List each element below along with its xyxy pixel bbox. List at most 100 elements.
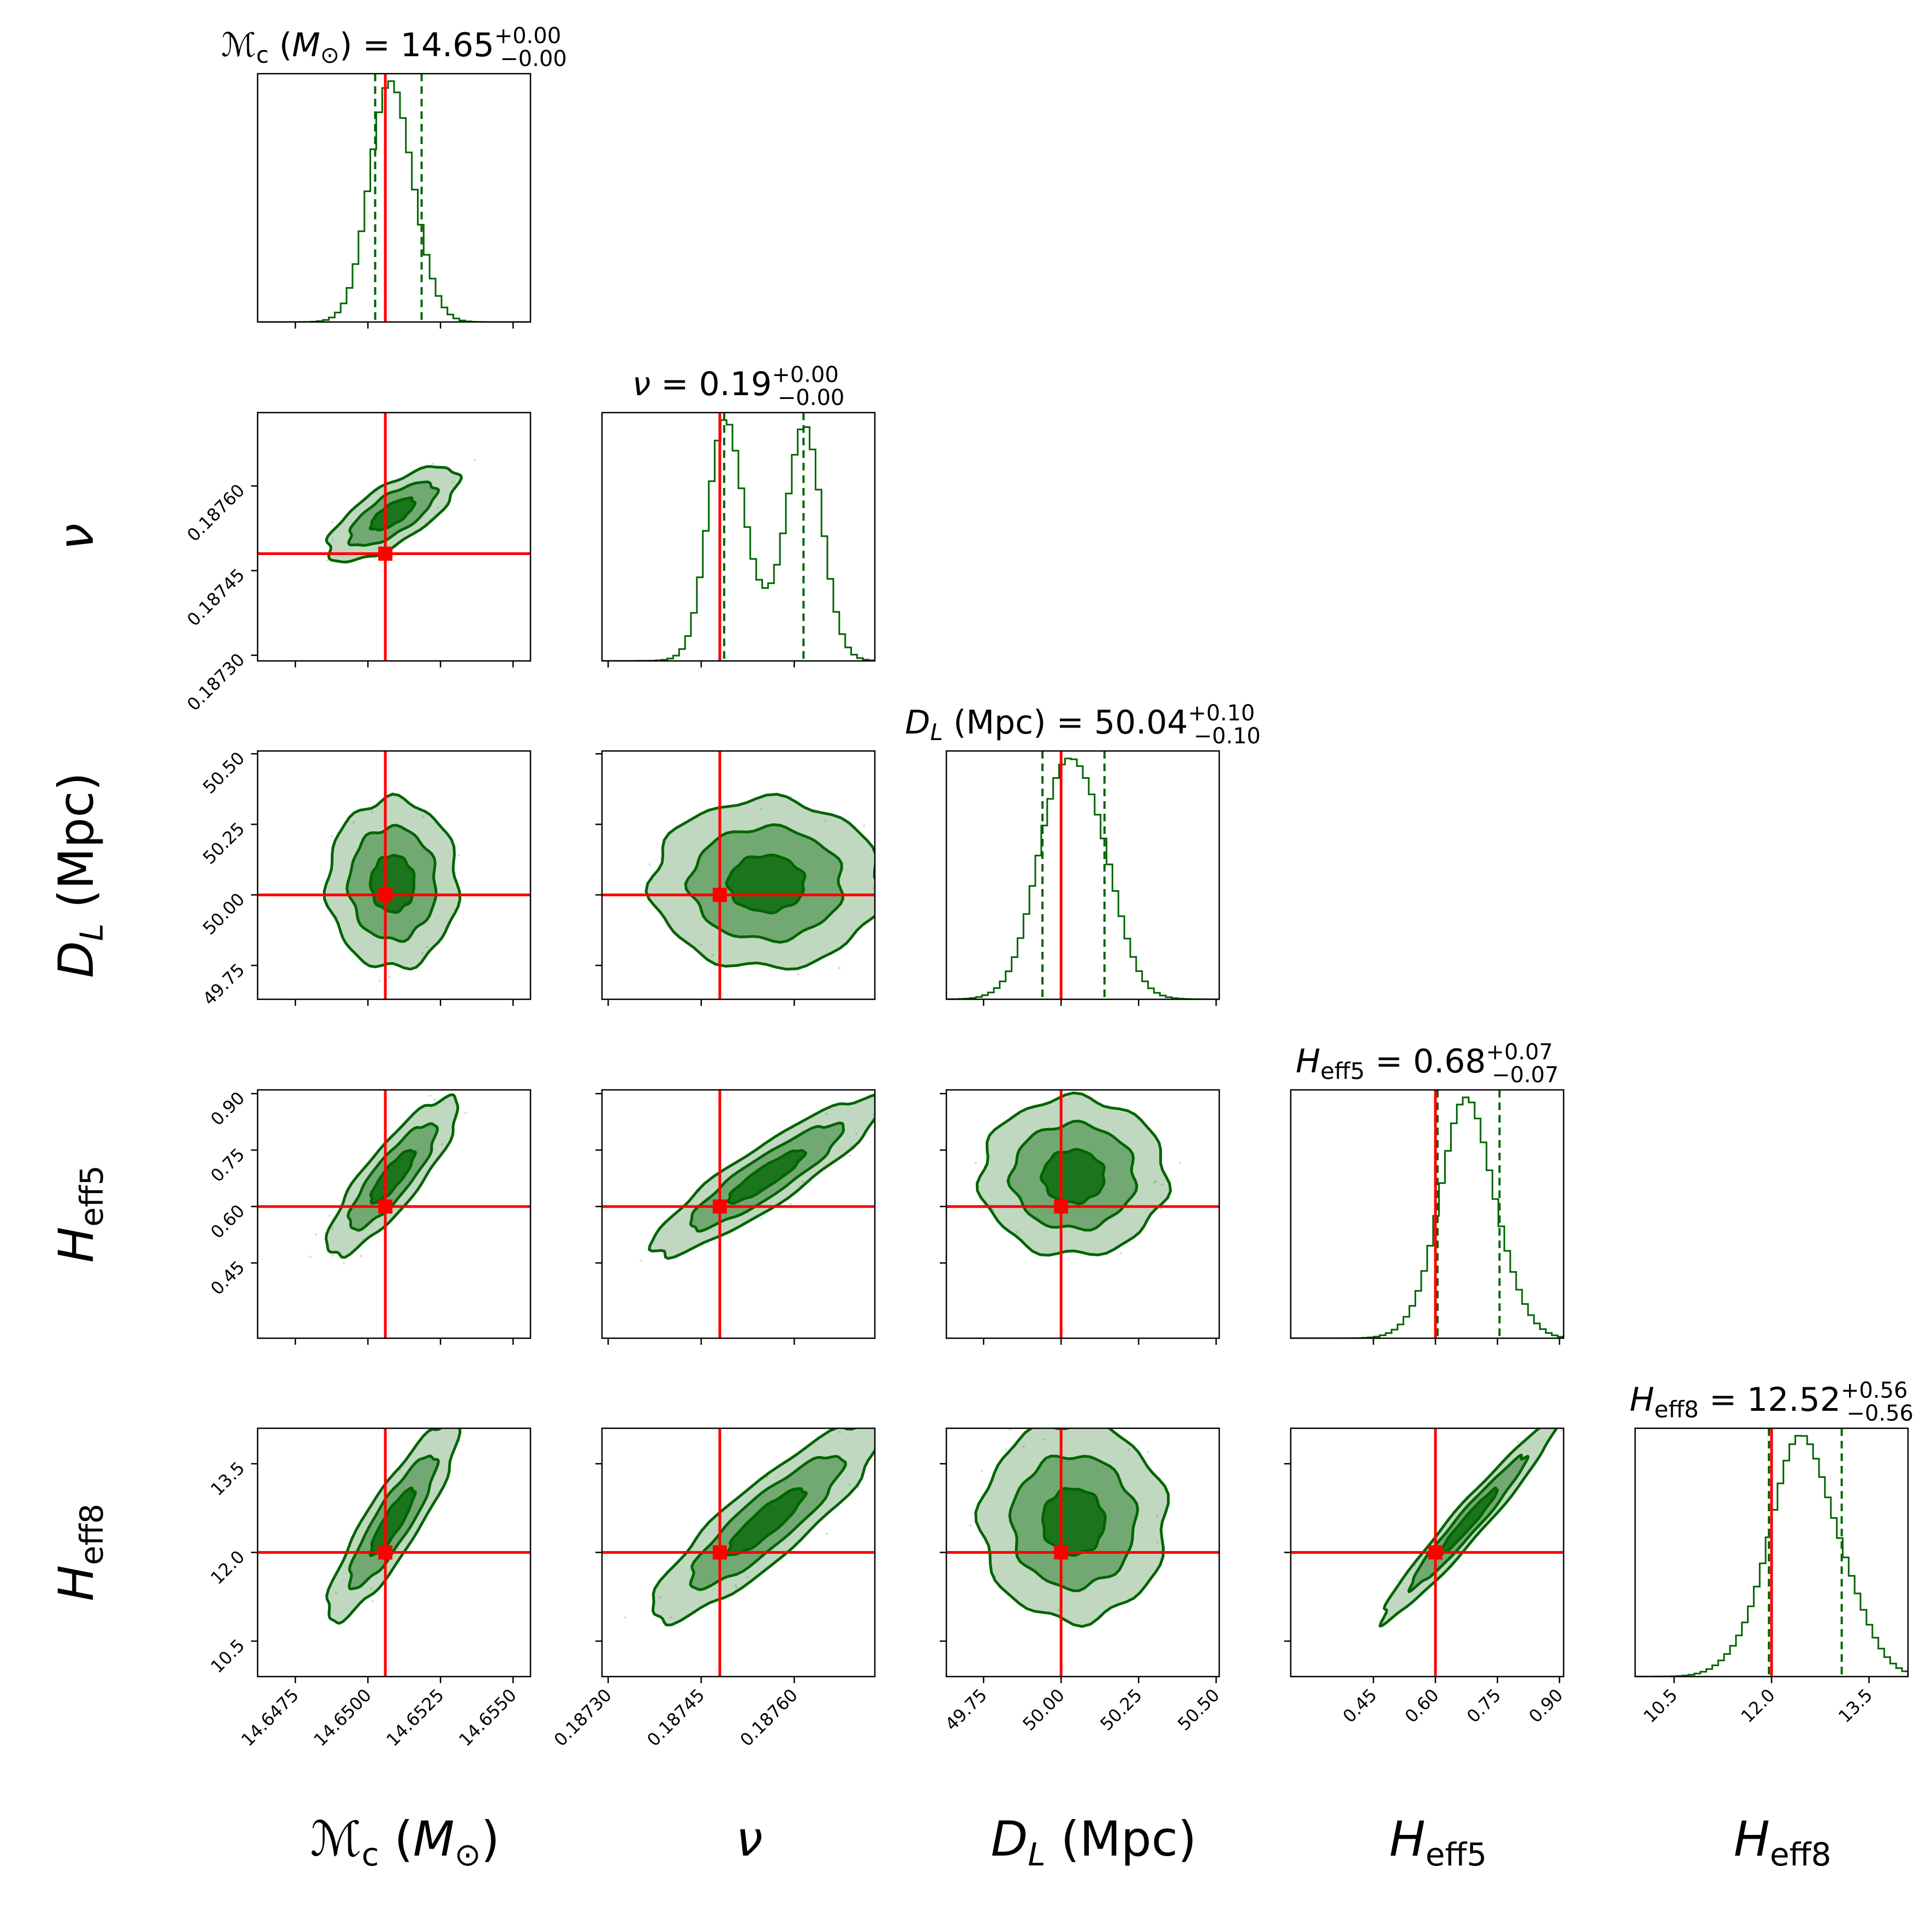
sample-point	[855, 1132, 858, 1135]
sample-point	[700, 943, 702, 946]
x-axis-label-heff5: Heff5	[1390, 1811, 1487, 1873]
sample-point	[670, 1616, 672, 1619]
sample-point	[760, 1217, 763, 1220]
truth-marker	[378, 546, 393, 561]
sample-point	[371, 1600, 374, 1602]
title-dl: DL (Mpc) = 50.04+0.10 −0.10	[905, 701, 1261, 749]
sample-point	[1178, 1162, 1182, 1165]
sample-point	[1153, 1181, 1156, 1184]
x-tick-label: 14.6475	[237, 1685, 302, 1750]
sample-point	[1127, 1448, 1130, 1451]
x-axis-label-dl: DL (Mpc)	[991, 1811, 1197, 1873]
title-mc: ℳc (M⊙) = 14.65+0.00 −0.00	[221, 23, 567, 71]
truth-marker	[1054, 1545, 1069, 1560]
sample-point	[332, 539, 335, 541]
y-tick-label: 0.90	[206, 1088, 248, 1130]
sample-point	[1043, 1438, 1046, 1441]
x-tick-label: 0.45	[1339, 1685, 1381, 1727]
sample-point	[624, 1616, 627, 1619]
panel-frame	[601, 1089, 876, 1339]
panel-frame	[1290, 1089, 1565, 1339]
sample-point	[1155, 1514, 1158, 1517]
truth-marker	[712, 887, 727, 902]
sample-point	[331, 521, 334, 524]
sample-point	[1560, 1429, 1563, 1432]
panel-frame	[601, 750, 876, 1000]
sample-point	[824, 819, 827, 822]
sample-point	[1119, 1251, 1123, 1255]
y-tick-label: 50.50	[199, 748, 249, 798]
y-axis-label-dl: DL (Mpc)	[48, 772, 110, 978]
truth-marker	[378, 1199, 393, 1214]
sample-point	[387, 975, 390, 979]
x-tick-label: 14.6550	[455, 1685, 520, 1750]
title-heff8: Heff8 = 12.52+0.56 −0.56	[1630, 1378, 1913, 1426]
panel-dl-vs-nu	[595, 750, 876, 1006]
y-tick-label: 0.60	[206, 1200, 248, 1242]
y-tick-label: 50.25	[199, 818, 249, 868]
sample-point	[309, 1255, 312, 1259]
panel-heff8-vs-nu: 0.18730 0.18745 0.18760	[550, 1427, 876, 1750]
x-tick-label: 0.18760	[736, 1685, 801, 1750]
sample-point	[422, 815, 425, 818]
sample-point	[760, 807, 762, 810]
y-tick-label: 10.5	[206, 1635, 248, 1677]
x-tick-label: 12.0	[1737, 1685, 1779, 1727]
panel-frame	[257, 750, 532, 1000]
sample-point	[849, 1154, 851, 1157]
y-tick-label: 50.00	[199, 889, 249, 939]
histogram-nu	[602, 419, 875, 661]
sample-point	[1560, 1411, 1563, 1414]
panel-frame	[601, 412, 876, 662]
panel-frame	[257, 73, 532, 323]
x-tick-label: 0.75	[1463, 1685, 1505, 1727]
sample-point	[969, 1524, 972, 1526]
sample-point	[640, 1259, 642, 1262]
truth-marker	[1428, 1545, 1443, 1560]
sample-point	[980, 1470, 983, 1472]
sample-point	[473, 458, 476, 461]
sample-point	[457, 854, 461, 857]
sample-point	[826, 1532, 828, 1535]
panel-heff8-vs-heff8: Heff8 = 12.52+0.56 −0.56 10.5 12.0 13.5	[1630, 1378, 1913, 1727]
histogram-mc	[258, 80, 530, 322]
sample-point	[1016, 1231, 1019, 1233]
x-tick-label: 14.6525	[382, 1685, 448, 1750]
x-tick-label: 0.18745	[643, 1685, 708, 1750]
panel-heff8-vs-dl: 49.75 50.00 50.25 50.50	[940, 1427, 1224, 1735]
sample-point	[433, 1098, 436, 1101]
panel-mc-vs-mc: ℳc (M⊙) = 14.65+0.00 −0.00	[221, 23, 567, 329]
contour-1-sigma	[369, 496, 417, 532]
sample-point	[378, 979, 381, 982]
sample-point	[478, 1081, 480, 1083]
sample-point	[1022, 1445, 1025, 1448]
sample-point	[331, 835, 333, 838]
sample-point	[1160, 1207, 1162, 1210]
truth-marker	[378, 1545, 393, 1560]
y-axis-label-nu: ν	[48, 523, 104, 550]
sample-point	[326, 559, 329, 562]
sample-point	[1044, 1069, 1046, 1071]
y-tick-label: 0.18730	[183, 649, 248, 714]
x-tick-label: 50.50	[1173, 1685, 1224, 1735]
truth-marker	[712, 1545, 727, 1560]
x-tick-label: 0.90	[1525, 1685, 1567, 1727]
sample-point	[1005, 1448, 1007, 1451]
sample-point	[848, 1483, 851, 1486]
sample-point	[431, 462, 434, 465]
panel-nu-vs-mc: 0.18730 0.18745 0.18760	[183, 412, 532, 715]
panel-frame	[945, 1089, 1220, 1339]
panel-dl-vs-mc: 49.75 50.00 50.25 50.50	[199, 748, 532, 1009]
sample-point	[331, 1254, 334, 1257]
sample-point	[437, 506, 439, 509]
sample-point	[735, 1586, 738, 1589]
sample-point	[1547, 1422, 1549, 1424]
x-tick-label: 14.6500	[309, 1685, 375, 1750]
x-tick-label: 50.00	[1018, 1685, 1069, 1735]
sample-point	[1161, 1183, 1164, 1186]
x-axis-label-heff8: Heff8	[1734, 1811, 1832, 1873]
sample-point	[426, 946, 428, 949]
sample-point	[838, 1430, 842, 1434]
truth-marker	[378, 887, 393, 902]
